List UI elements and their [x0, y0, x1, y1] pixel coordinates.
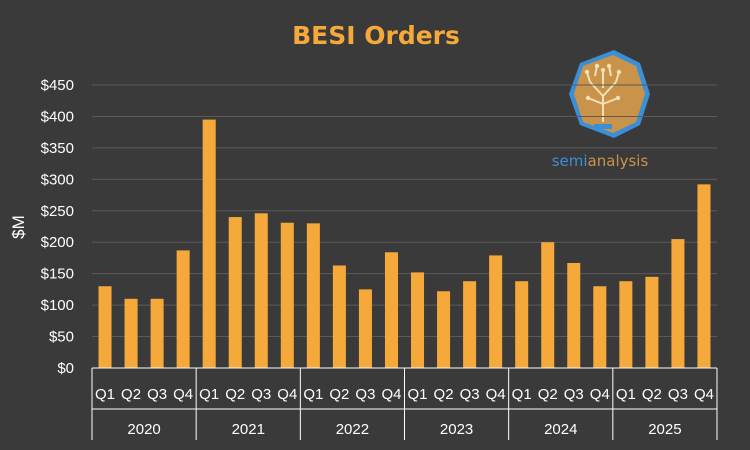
x-tick-label: Q1 [616, 386, 636, 403]
x-tick-label: Q4 [590, 386, 610, 403]
bar [619, 281, 633, 368]
y-axis-ticks: $0 $50 $100 $150 $200 $250 $300 $350 $400 $450 [41, 77, 74, 377]
bar [697, 184, 711, 368]
y-tick-label: $250 [41, 203, 74, 220]
bar [176, 250, 190, 368]
x-group-label: 2021 [232, 421, 265, 438]
bar [228, 217, 242, 368]
x-group-label: 2020 [127, 421, 160, 438]
bar [280, 222, 294, 368]
x-group-label: 2025 [648, 421, 681, 438]
x-tick-label: Q4 [173, 386, 193, 403]
x-group-label: 2022 [336, 421, 369, 438]
y-tick-label: $100 [41, 297, 74, 314]
logo-text-semi: semi [552, 152, 588, 170]
x-tick-label: Q2 [329, 386, 349, 403]
x-tick-label: Q2 [642, 386, 662, 403]
y-tick-label: $400 [41, 108, 74, 125]
bar [645, 276, 659, 368]
bar [358, 289, 372, 368]
semianalysis-logo: semianalysis [552, 50, 650, 170]
x-tick-label: Q4 [694, 386, 714, 403]
tree-circuit-icon [569, 50, 650, 138]
x-tick-label: Q2 [538, 386, 558, 403]
y-tick-label: $50 [49, 329, 74, 346]
x-axis: Q1 Q2 Q3 Q4 Q1 Q2 Q3 Q4 Q1 Q2 Q3 Q4 Q1 Q2 Q3 Q4 Q1 Q2 Q3 Q4… [91, 367, 718, 440]
x-tick-label: Q4 [381, 386, 401, 403]
bar [671, 239, 685, 368]
x-group-label: 2024 [544, 421, 577, 438]
x-tick-label: Q3 [564, 386, 584, 403]
x-tick-label: Q1 [408, 386, 428, 403]
y-tick-label: $300 [41, 171, 74, 188]
bar [489, 255, 503, 368]
x-tick-label: Q1 [95, 386, 115, 403]
bars [98, 119, 711, 368]
x-group-label: 2023 [440, 421, 473, 438]
bar [593, 286, 607, 368]
bar [567, 262, 581, 368]
logo-text: semianalysis [552, 152, 649, 170]
bar [437, 291, 451, 368]
x-tick-label: Q2 [434, 386, 454, 403]
bar [332, 265, 346, 368]
bar [541, 242, 555, 368]
bar [515, 281, 529, 368]
y-tick-label: $200 [41, 234, 74, 251]
bar [384, 252, 398, 368]
x-tick-label: Q3 [460, 386, 480, 403]
bar [463, 281, 477, 368]
x-tick-label: Q4 [277, 386, 297, 403]
x-tick-label: Q3 [355, 386, 375, 403]
bar [254, 213, 268, 368]
x-tick-label: Q1 [199, 386, 219, 403]
bar [150, 298, 164, 368]
x-tick-label: Q3 [251, 386, 271, 403]
bar [202, 119, 216, 368]
x-tick-label: Q1 [512, 386, 532, 403]
x-tick-label: Q3 [147, 386, 167, 403]
bar [98, 286, 112, 368]
x-tick-label: Q2 [225, 386, 245, 403]
bar [411, 272, 425, 368]
y-axis-label: $M [9, 215, 28, 239]
x-tick-label: Q2 [121, 386, 141, 403]
grid-lines [92, 84, 717, 338]
bar [306, 223, 320, 368]
y-tick-label: $0 [57, 360, 74, 377]
x-tick-label: Q4 [486, 386, 506, 403]
y-tick-label: $450 [41, 77, 74, 94]
chart-title: BESI Orders [292, 21, 460, 50]
x-tick-label: Q1 [303, 386, 323, 403]
y-tick-label: $150 [41, 266, 74, 283]
logo-text-analysis: analysis [588, 152, 649, 170]
x-tick-label: Q3 [668, 386, 688, 403]
bar [124, 298, 138, 368]
y-tick-label: $350 [41, 140, 74, 157]
